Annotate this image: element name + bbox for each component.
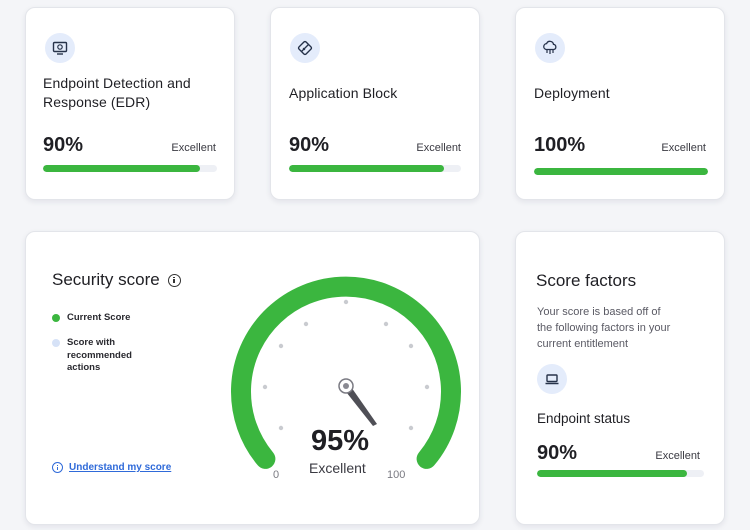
deployment-percent: 100% bbox=[534, 134, 586, 156]
deployment-rating: Excellent bbox=[661, 142, 706, 154]
edr-progress-bar bbox=[43, 165, 217, 172]
score-factors-card: Score factors Your score is based off of… bbox=[515, 231, 725, 525]
application-block-rating: Excellent bbox=[416, 142, 461, 154]
score-factors-title: Score factors bbox=[536, 271, 637, 290]
deployment-title: Deployment bbox=[534, 85, 610, 101]
monitor-target-icon bbox=[45, 33, 75, 63]
edr-progress-fill bbox=[43, 165, 200, 172]
legend-recommended-dot bbox=[52, 339, 60, 347]
legend-current-score-label: Current Score bbox=[67, 312, 131, 323]
deployment-progress-fill bbox=[534, 168, 708, 175]
security-score-gauge bbox=[231, 276, 461, 469]
endpoint-status-progress-bar bbox=[537, 470, 704, 477]
security-score-card: Security score Current Score Score with … bbox=[25, 231, 480, 525]
cloud-deploy-icon bbox=[535, 33, 565, 63]
score-factors-description: Your score is based off of the following… bbox=[537, 306, 671, 350]
application-block-percent: 90% bbox=[289, 134, 330, 156]
gauge-needle bbox=[343, 384, 377, 426]
application-block-progress-fill bbox=[289, 165, 444, 172]
gauge-arc bbox=[231, 276, 461, 469]
gauge-tick-dots bbox=[262, 299, 430, 431]
deployment-progress-bar bbox=[534, 168, 708, 175]
endpoint-status-percent: 90% bbox=[537, 442, 578, 464]
gauge-max-label: 100 bbox=[387, 469, 406, 481]
info-icon bbox=[52, 462, 63, 473]
understand-score-link[interactable]: Understand my score bbox=[52, 462, 171, 473]
security-score-title-text: Security score bbox=[52, 270, 160, 289]
application-block-progress-bar bbox=[289, 165, 461, 172]
deployment-card[interactable]: Deployment 100% Excellent bbox=[515, 7, 725, 200]
understand-score-link-text[interactable]: Understand my score bbox=[69, 462, 172, 473]
security-score-rating: Excellent bbox=[309, 460, 366, 476]
endpoint-status-title: Endpoint status bbox=[537, 411, 631, 426]
edr-card-title: Endpoint Detection and Response (EDR) bbox=[43, 75, 191, 110]
edr-card[interactable]: Endpoint Detection and Response (EDR) 90… bbox=[25, 7, 235, 200]
gauge-min-label: 0 bbox=[273, 469, 280, 481]
edr-rating: Excellent bbox=[171, 142, 216, 154]
edr-percent: 90% bbox=[43, 134, 84, 156]
legend-current-score-dot bbox=[52, 314, 60, 322]
endpoint-status-progress-fill bbox=[537, 470, 688, 477]
application-block-title: Application Block bbox=[289, 85, 398, 101]
security-score-title: Security score bbox=[52, 270, 181, 290]
endpoint-status-rating: Excellent bbox=[655, 450, 700, 462]
legend-recommended-label: Score with recommended actions bbox=[67, 337, 132, 373]
laptop-icon bbox=[537, 364, 567, 394]
info-icon[interactable] bbox=[167, 273, 181, 287]
application-block-card[interactable]: Application Block 90% Excellent bbox=[270, 7, 480, 200]
app-block-icon bbox=[290, 33, 320, 63]
security-score-value: 95% bbox=[311, 425, 370, 457]
